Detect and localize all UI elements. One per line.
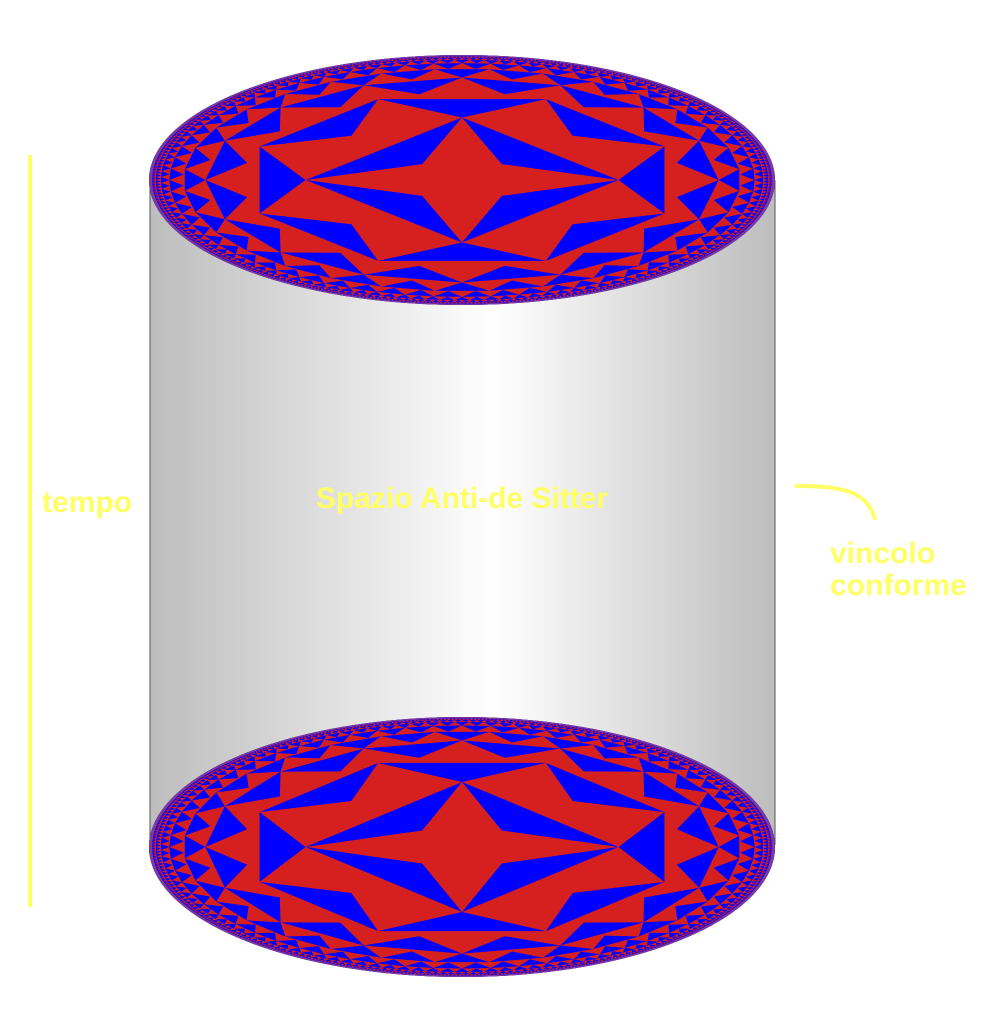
boundary-pointer (794, 484, 877, 521)
bottom-tiling (147, 715, 777, 979)
boundary-label: vincolo (830, 537, 935, 570)
boundary-label: conforme (830, 569, 967, 602)
top-tiling (147, 53, 777, 307)
time-label: tempo (42, 486, 132, 519)
space-label: Spazio Anti-de Sitter (316, 482, 609, 515)
